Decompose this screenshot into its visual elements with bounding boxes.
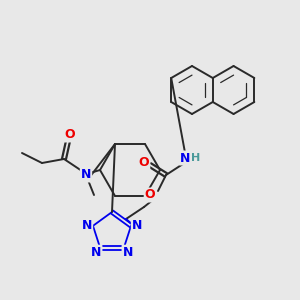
Text: H: H [191,153,201,163]
Text: N: N [82,219,92,232]
Text: O: O [139,157,149,169]
Text: N: N [132,219,142,232]
Text: O: O [145,188,155,202]
Text: N: N [91,246,101,259]
Text: N: N [81,169,91,182]
Text: N: N [123,246,133,259]
Text: N: N [180,152,190,164]
Text: O: O [65,128,75,142]
